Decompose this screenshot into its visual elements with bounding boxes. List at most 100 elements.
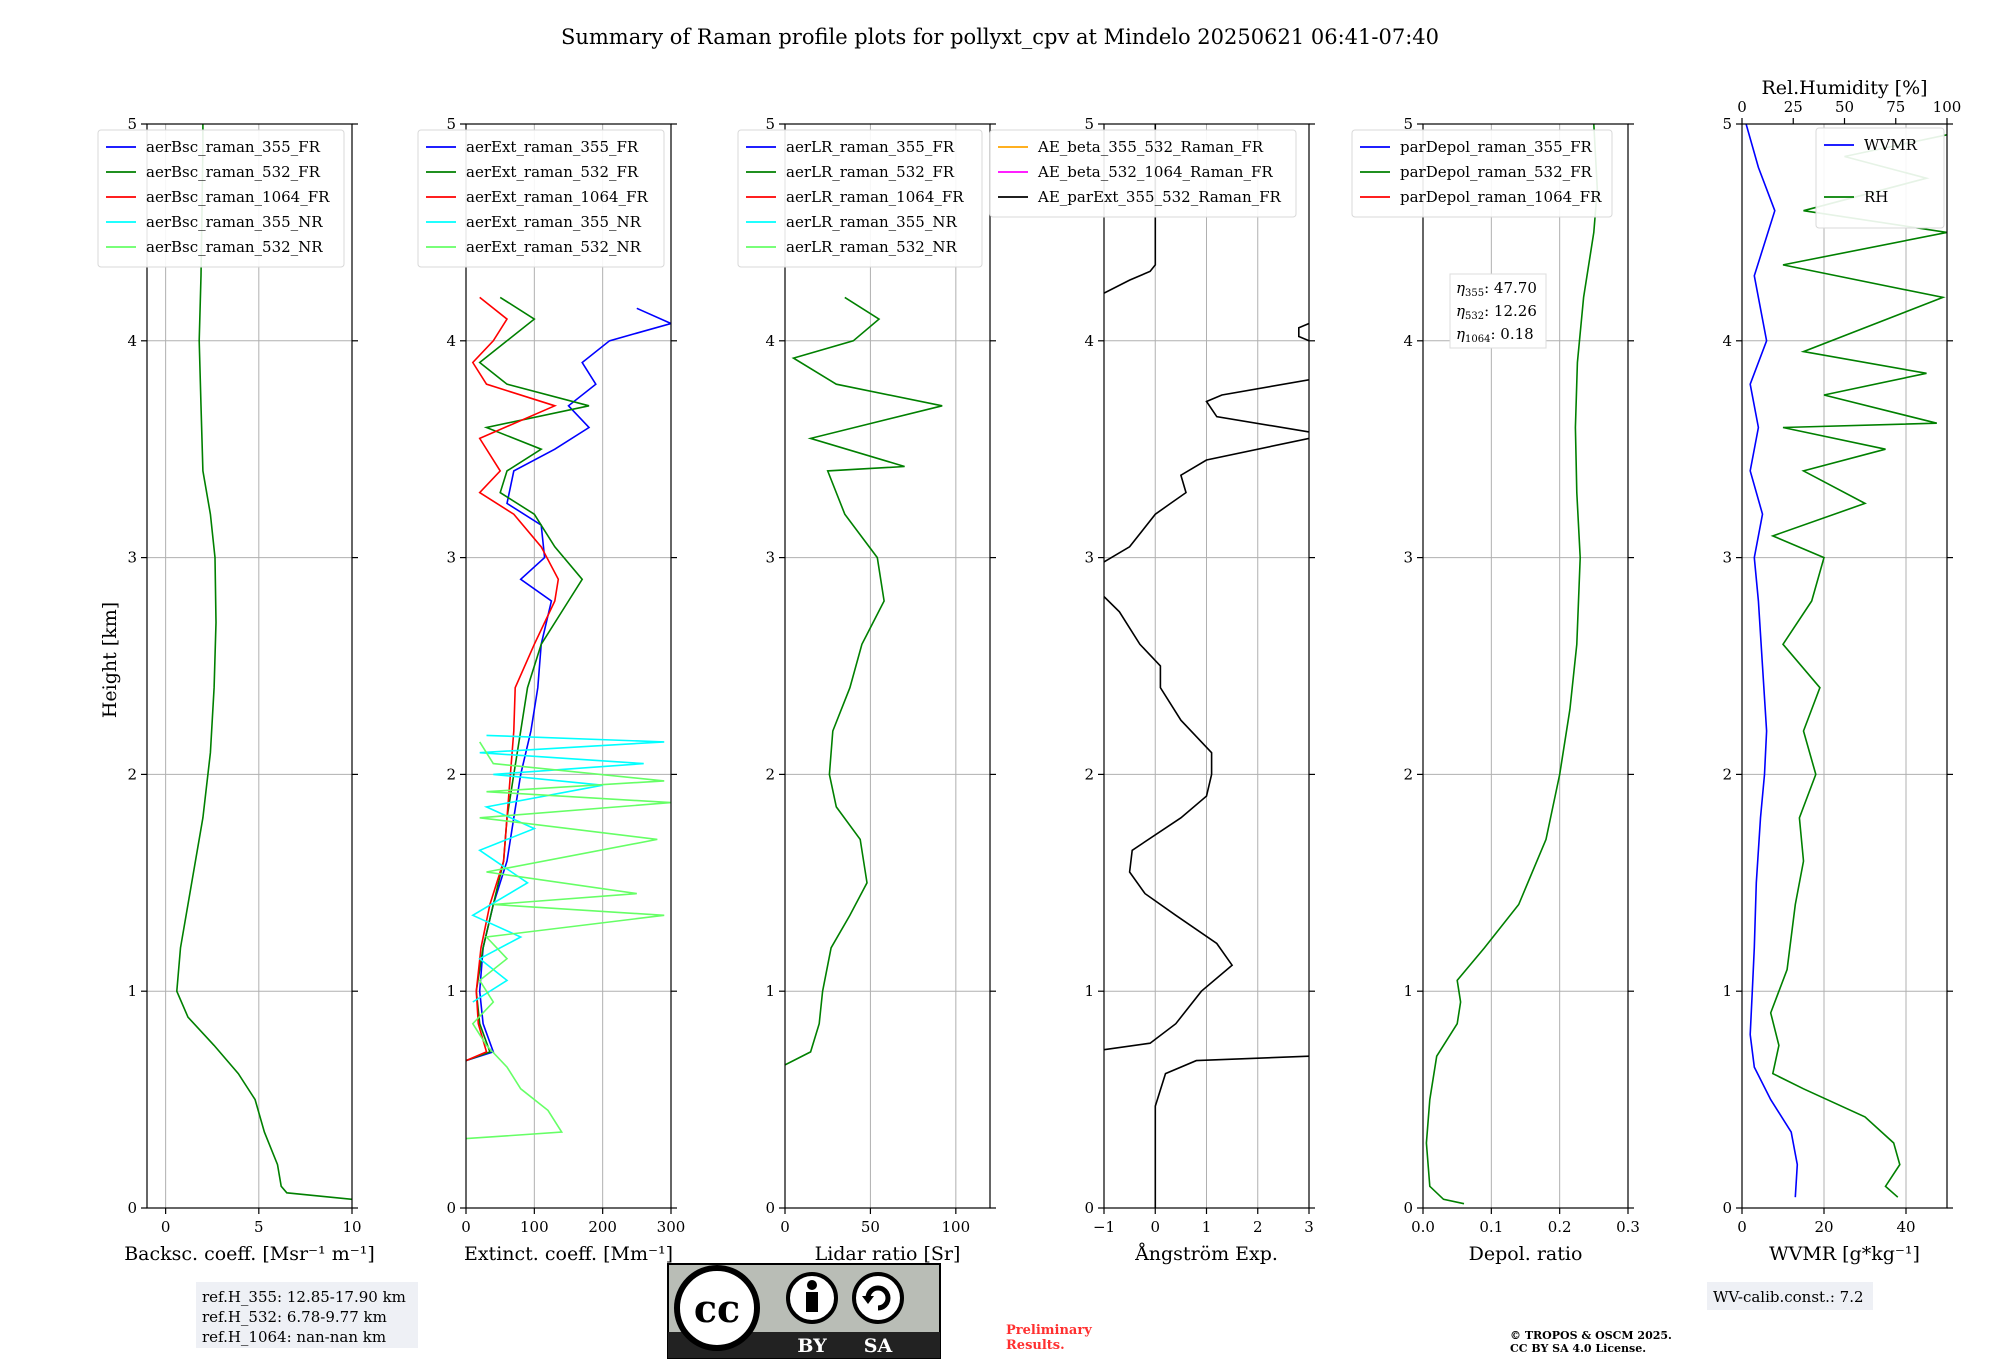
y-tick-label: 5	[1084, 115, 1094, 133]
x-axis-label: Extinct. coeff. [Mm⁻¹]	[464, 1243, 673, 1265]
gridlines	[784, 123, 990, 1209]
y-tick-label: 1	[1084, 982, 1094, 1000]
y-tick-label: 3	[1722, 549, 1732, 567]
x-tick-label: 0.3	[1616, 1218, 1640, 1236]
legend-entry: AE_beta_355_532_Raman_FR	[1037, 138, 1264, 156]
x-axis-label: Lidar ratio [Sr]	[815, 1243, 961, 1265]
x2-tick-label: 75	[1886, 98, 1905, 116]
series-line-RH	[1769, 134, 1947, 1198]
wv-calib-box: WV-calib.const.: 7.2	[1707, 1282, 1873, 1310]
y-tick-label: 0	[1403, 1199, 1413, 1217]
y-tick-label: 1	[1403, 982, 1413, 1000]
y-tick-label: 0	[127, 1199, 137, 1217]
figure-title: Summary of Raman profile plots for polly…	[561, 25, 1439, 49]
x-tick-label: 0	[461, 1218, 471, 1236]
series-line-AE_parExt_355_532_Raman_FR	[1104, 124, 1157, 294]
y-tick-label: 1	[1722, 982, 1732, 1000]
panel-lidar_ratio: 0 50 100 0 1 2 3 4 5 Lidar ratio [Sr] aerLR_raman_…	[737, 115, 996, 1265]
series-line-AE_parExt_355_532_Raman_FR	[1154, 1055, 1309, 1208]
legend-entry: AE_beta_532_1064_Raman_FR	[1037, 163, 1273, 181]
ref-h-532: ref.H_532: 6.78-9.77 km	[202, 1308, 387, 1326]
x-axis-label: WVMR [g*kg⁻¹]	[1769, 1243, 1920, 1265]
legend-entry: aerBsc_raman_1064_FR	[146, 188, 330, 206]
x-tick-label: −1	[1093, 1218, 1115, 1236]
axes-frame	[465, 123, 672, 1209]
y-axis-label: Height [km]	[99, 602, 121, 718]
y-tick-label: 3	[1403, 549, 1413, 567]
panel-backscatter: 0 5 10 0 1 2 3 4 5 Backsc. coeff. [Msr⁻¹ m⁻¹] aerB…	[97, 115, 375, 1265]
legend: parDepol_raman_355_FR parDepol_raman_532_…	[1351, 129, 1613, 218]
svg-text:SA: SA	[864, 1335, 893, 1357]
y-tick-label: 1	[127, 982, 137, 1000]
legend-entry: aerBsc_raman_532_NR	[146, 238, 323, 256]
series-line-parDepol_raman_532_FR	[1425, 124, 1599, 1205]
y-tick-label: 2	[765, 765, 775, 783]
y-tick-label: 2	[446, 765, 456, 783]
eta-1064-value: 0.18	[1500, 325, 1533, 343]
x-axis-label: Ångström Exp.	[1134, 1243, 1278, 1265]
axes-frame	[784, 123, 991, 1209]
legend-entry: aerBsc_raman_355_FR	[146, 138, 321, 156]
x-tick-label: 0	[1150, 1218, 1160, 1236]
x-tick-label: 0	[161, 1218, 171, 1236]
x-tick-label: 5	[254, 1218, 264, 1236]
axes-frame	[1741, 123, 1948, 1209]
x-tick-label: 0.2	[1548, 1218, 1572, 1236]
axes-frame	[146, 123, 353, 1209]
y-tick-label: 2	[1722, 765, 1732, 783]
x-tick-label: 100	[520, 1218, 549, 1236]
y-tick-label: 5	[765, 115, 775, 133]
legend-entry: aerLR_raman_532_NR	[786, 238, 957, 256]
y-tick-label: 2	[1403, 765, 1413, 783]
cc-by-sa-badge: cc BY SA	[667, 1263, 941, 1359]
y-tick-label: 2	[127, 765, 137, 783]
x-tick-label: 0	[1737, 1218, 1747, 1236]
series-line-WVMR	[1745, 124, 1799, 1198]
x2-axis-label: Rel.Humidity [%]	[1761, 77, 1927, 99]
x-tick-label: 0	[780, 1218, 790, 1236]
series-group	[1104, 124, 1309, 1208]
series-line-aerLR_raman_532_FR	[785, 296, 943, 1066]
x-axis-label: Backsc. coeff. [Msr⁻¹ m⁻¹]	[124, 1243, 375, 1265]
legend-entry: parDepol_raman_355_FR	[1400, 138, 1593, 156]
series-line-aerBsc_raman_532_FR	[175, 124, 352, 1201]
legend: aerBsc_raman_355_FR aerBsc_raman_532_FRae…	[97, 129, 345, 268]
series-line-AE_parExt_355_532_Raman_FR	[1104, 437, 1309, 563]
x2-tick-label: 100	[1933, 98, 1962, 116]
y-tick-label: 5	[1722, 115, 1732, 133]
series-line-aerExt_raman_532_NR	[466, 741, 671, 1140]
legend-entry: aerLR_raman_532_FR	[786, 163, 955, 181]
y-tick-label: 4	[1084, 332, 1094, 350]
legend-entry: aerLR_raman_355_NR	[786, 213, 957, 231]
panel-extinction: 0 100 200 300 0 1 2 3 4 5 Extinct. coeff. [Mm⁻¹] ae…	[417, 115, 686, 1265]
series-group	[1425, 124, 1599, 1205]
ref-h-1064: ref.H_1064: nan-nan km	[202, 1328, 386, 1346]
x-tick-label: 3	[1304, 1218, 1314, 1236]
legend-entry: parDepol_raman_1064_FR	[1400, 188, 1602, 206]
series-line-AE_parExt_355_532_Raman_FR	[1104, 596, 1234, 1051]
eta-532-value: 12.26	[1494, 302, 1537, 320]
legend-entry: aerExt_raman_1064_FR	[466, 188, 648, 206]
legend-entry: aerExt_raman_355_FR	[466, 138, 639, 156]
series-group	[175, 124, 352, 1201]
panel-depol: 0.0 0.1 0.2 0.3 0 1 2 3 4 5 Depol. ratio parDepol_r…	[1351, 115, 1640, 1265]
legend-entry: RH	[1864, 188, 1888, 206]
legend-entry: aerLR_raman_355_FR	[786, 138, 955, 156]
x-tick-label: 50	[861, 1218, 880, 1236]
y-tick-label: 0	[446, 1199, 456, 1217]
eta-annotation: η355: 47.70 η532: 12.26 η1064: 0.18	[1449, 273, 1547, 349]
y-tick-label: 3	[765, 549, 775, 567]
gridlines	[1741, 123, 1947, 1209]
y-tick-label: 4	[1722, 332, 1732, 350]
y-tick-label: 0	[1084, 1199, 1094, 1217]
x-tick-label: 300	[657, 1218, 686, 1236]
legend: AE_beta_355_532_Raman_FR AE_beta_532_1064…	[989, 129, 1297, 218]
y-tick-label: 4	[1403, 332, 1413, 350]
axes-frame	[1422, 123, 1629, 1209]
y-tick-label: 3	[127, 549, 137, 567]
series-line-aerExt_raman_1064_FR	[466, 296, 560, 1062]
legend: aerExt_raman_355_FR aerExt_raman_532_FRae…	[417, 129, 665, 268]
y-tick-label: 3	[446, 549, 456, 567]
